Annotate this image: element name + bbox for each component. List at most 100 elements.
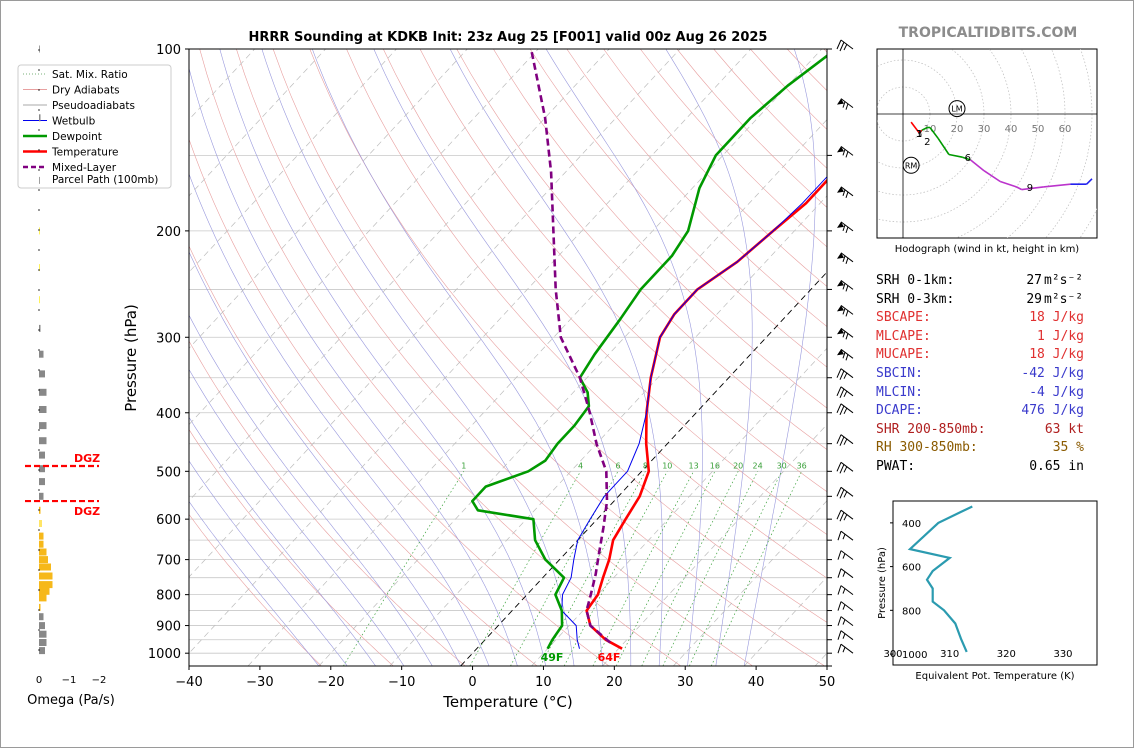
moist-adiabat [312,49,603,666]
wind-barb [837,568,854,579]
dry-adiabat [346,49,827,579]
omega-bar [39,630,47,638]
hodograph-ring-label: 10 [924,124,937,135]
x-tick-label: 40 [748,675,765,690]
hodograph-panel: 10 20 30 40 50 60 132 6 9 LM RM [876,48,1098,239]
wind-barb [837,530,854,541]
skewt-series [471,49,827,650]
moist-adiabat [545,49,703,666]
wind-barb [837,304,854,317]
hodograph-segment [918,129,923,134]
mixing-ratio-label: 20 [733,461,743,470]
moist-adiabat [373,49,632,666]
dry-adiabat [419,49,827,493]
theta-e-y-tick-label: 1000 [902,650,927,661]
stat-value: 35 % [1052,440,1084,456]
wind-barb [836,368,854,380]
stat-row: SBCAPE: 18 J/kg [876,309,1106,328]
x-tick-label: 0 [468,675,476,690]
wind-barb [837,643,854,654]
omega-bar [39,350,44,358]
skewt-plot-frame [188,48,828,667]
mixing-ratio-line [641,471,739,666]
hodograph-segment [921,126,928,131]
x-tick-label: 30 [677,675,694,690]
y-tick-label: 200 [156,225,181,240]
dry-adiabat [383,49,827,535]
omega-bar [39,520,42,527]
omega-tick-label: 0 [36,675,42,686]
omega-bar [39,296,40,304]
x-tick-label: 50 [819,675,836,690]
dry-adiabat [493,49,827,409]
theta-e-y-tick-label: 600 [902,563,921,574]
omega-bar [39,622,45,630]
omega-bar [39,370,45,378]
omega-bar [39,324,41,332]
wind-barb [837,550,854,560]
stat-row: DCAPE: 476 J/kg [876,402,1106,421]
hodograph-ring-label: 60 [1059,124,1072,135]
moist-adiabat [189,460,348,666]
y-tick-label: 900 [156,620,181,635]
brand-watermark: TROPICALTIDBITS.COM [899,25,1078,41]
dry-adiabat [189,245,538,666]
wind-barb [836,461,854,474]
theta-e-y-tick-label: 800 [902,606,921,617]
hodograph-segment [1021,186,1044,191]
hodograph-height-label: 9 [1027,183,1033,194]
stat-label: SRH 0-3km: [876,291,955,307]
hodograph-segment [948,153,963,158]
stat-value: 27 [1026,273,1042,288]
mixing-ratio-label: 24 [753,461,763,470]
moist-adiabat [189,173,490,666]
y-tick-label: 700 [156,554,181,569]
dry-adiabat [189,138,610,666]
omega-bar [39,540,44,548]
mixing-ratio-label: 6 [615,461,620,470]
stat-row: SRH 0-3km: 29 m²s⁻² [876,291,1106,310]
dgz-label: DGZ [74,505,100,518]
wind-barb [836,509,854,522]
x-tick-label: 20 [606,675,623,690]
stat-row: SBCIN: -42 J/kg [876,365,1106,384]
omega-panel: DGZ DGZ 0 −1 −2 [25,45,106,686]
dry-adiabat [189,513,322,666]
dry-adiabat [309,49,827,623]
hodograph-segment [937,137,950,155]
stat-row: SRH 0-1km: 27 m²s⁻² [876,272,1106,291]
stat-value: 18 J/kg [1029,347,1084,363]
stat-value: -42 J/kg [1021,365,1084,381]
isotherm [318,119,827,666]
stat-row: PWAT: 0.65 in [876,458,1106,477]
x-tick-label: −30 [246,675,273,690]
legend-sat-mix-ratio: Sat. Mix. Ratio [52,69,128,81]
surface-dewpoint-label: 49F [541,651,564,664]
omega-bar [39,572,53,580]
mixing-ratio-label: 10 [662,461,672,470]
stat-value: 0.65 in [1029,458,1084,474]
isotherm [189,49,681,578]
omega-bar [39,548,47,556]
dry-adiabat [566,49,827,327]
isotherm [602,424,827,666]
wind-barb [836,39,854,52]
y-axis-label: Pressure (hPa) [122,304,140,412]
wind-barb [837,601,854,611]
storm-motion-label: LM [951,105,962,114]
omega-bar [39,406,47,413]
x-axis-ticks: −40 −30 −20 −10 0 10 20 30 40 50 [175,666,835,690]
parcel-path-line [529,49,611,644]
isotherm [247,49,823,666]
isotherm [460,271,827,666]
moist-adiabat [189,416,376,666]
wind-barb [837,186,854,198]
omega-bar [39,114,41,122]
moist-adiabat [665,49,753,666]
mixing-ratio-label: 16 [710,461,720,470]
omega-tick-label: −1 [62,675,77,686]
hodograph-height-label: 2 [924,137,930,148]
moist-adiabat [219,49,546,666]
